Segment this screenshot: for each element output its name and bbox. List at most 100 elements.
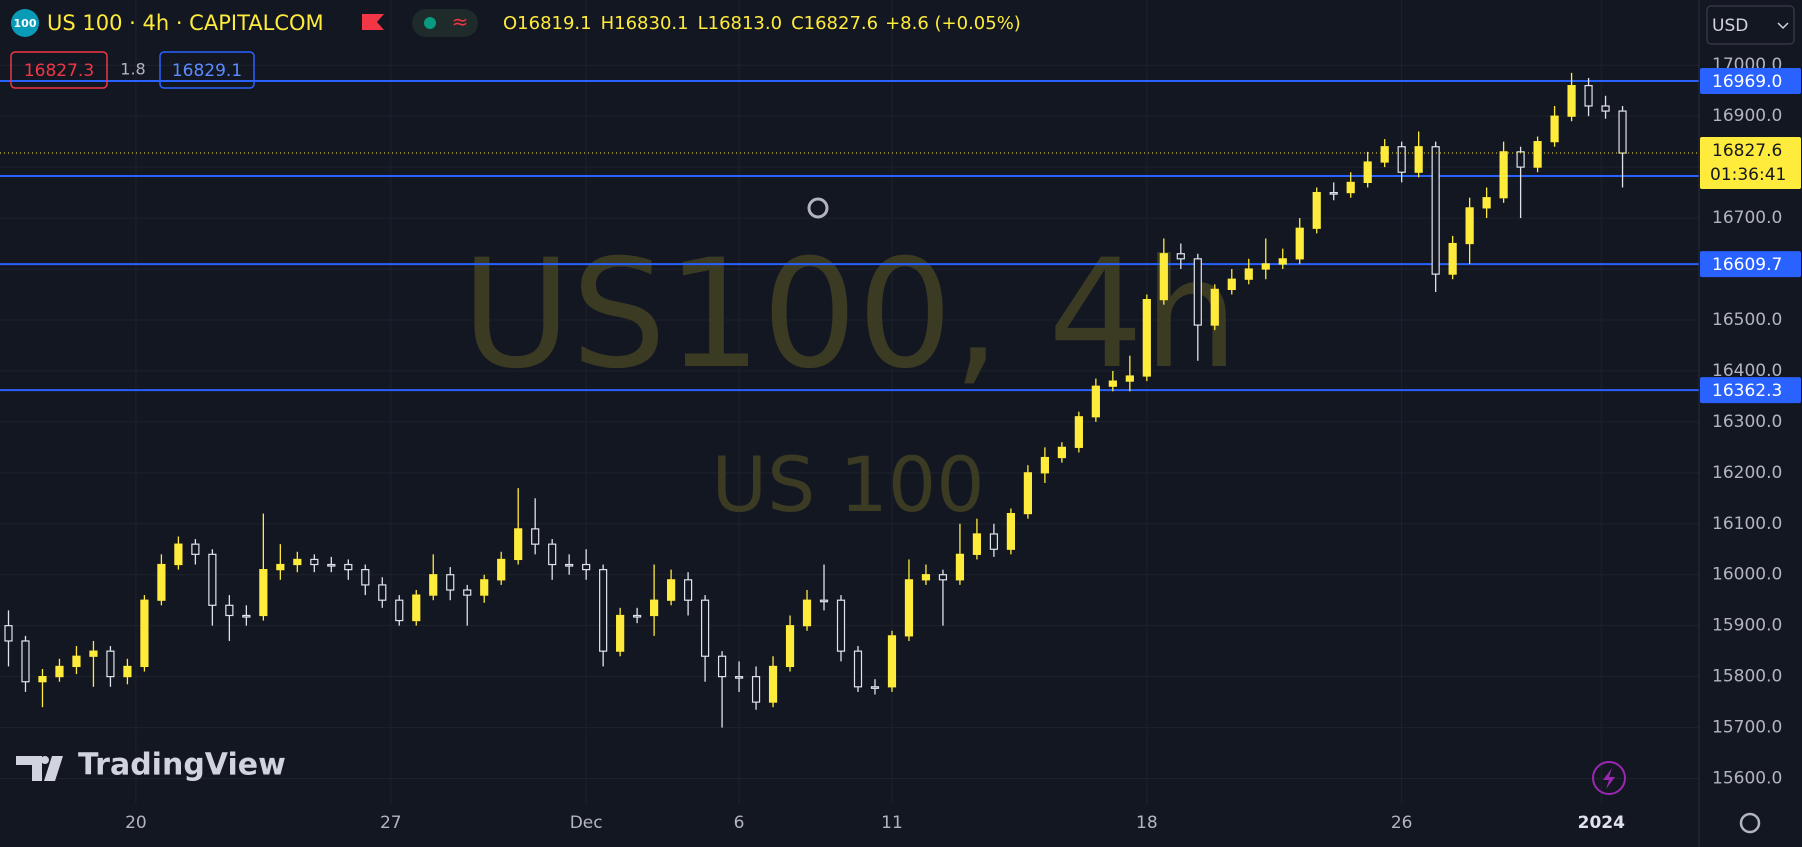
y-tick-label: 15900.0 (1712, 616, 1782, 636)
ask-price: 16829.1 (172, 61, 242, 81)
candle-body (1329, 191, 1338, 195)
candle-body (276, 563, 285, 571)
candle-body (242, 614, 251, 618)
y-tick-label: 15800.0 (1712, 667, 1782, 687)
spread: 1.8 (120, 60, 145, 79)
candle-body (310, 558, 319, 566)
countdown-label: 01:36:41 (1710, 165, 1786, 185)
status-wave: ≈ (452, 10, 469, 34)
candle-body (327, 563, 336, 567)
x-tick-label: 20 (125, 813, 147, 833)
candle-body (1618, 110, 1627, 154)
candle-body (21, 640, 30, 683)
candle-body (938, 574, 948, 581)
candle-body (734, 676, 744, 679)
last-price-label: 16827.6 (1712, 141, 1782, 161)
candle-body (887, 635, 897, 688)
candle-body (1074, 416, 1083, 448)
candle-body (1210, 288, 1219, 326)
y-tick-label: 15600.0 (1712, 769, 1782, 789)
ohlc-value: 16813.0 (708, 13, 782, 34)
candle-body (1023, 472, 1032, 515)
candle-body (1006, 512, 1016, 550)
candle-body (1312, 191, 1321, 229)
bid-box[interactable] (10, 51, 108, 89)
ohlc-change: +8.6 (+0.05%) (885, 13, 1021, 34)
brand-name: TradingView (78, 748, 286, 783)
candle-body (548, 543, 557, 566)
level-label: 16969.0 (1712, 72, 1782, 92)
candle-body (208, 553, 217, 606)
candle-body (1431, 146, 1440, 275)
candle-body (72, 655, 81, 668)
candle-body (412, 594, 421, 622)
candle-body (836, 599, 846, 652)
candle-body (1227, 278, 1236, 290)
level-label-bg (1700, 377, 1801, 404)
candle-body (38, 676, 47, 683)
candle-body (683, 579, 693, 601)
currency-box[interactable] (1706, 5, 1795, 45)
candle-body (751, 676, 761, 703)
settings-button[interactable] (1739, 812, 1761, 834)
candle-body (1057, 446, 1066, 459)
symbol-logo (11, 9, 39, 37)
brand-dot (41, 756, 49, 764)
x-tick-label: 18 (1136, 813, 1158, 833)
candle-body (463, 589, 472, 596)
x-tick-label: 11 (881, 813, 903, 833)
ohlc-value: 16819.1 (517, 13, 591, 34)
ohlc-line: O16819.1 H16830.1 L16813.0 C16827.6 +8.6 (+0… (503, 13, 1021, 34)
candle-body (293, 558, 302, 566)
x-tick-label: 6 (734, 813, 745, 833)
level-label: 16609.7 (1712, 255, 1782, 275)
flag-icon (362, 14, 384, 30)
candle-body (174, 543, 183, 566)
candle-body (480, 579, 489, 596)
candle-body (904, 579, 914, 637)
y-tick-label: 16000.0 (1712, 565, 1782, 585)
y-tick-label: 16100.0 (1712, 514, 1782, 534)
candle-body (531, 528, 540, 545)
candle-body (55, 665, 64, 678)
candle-body (191, 543, 200, 555)
candle-body (1278, 258, 1287, 265)
candle-body (1448, 242, 1457, 275)
candle-body (989, 533, 999, 550)
currency: USD (1712, 16, 1748, 36)
candle-body (1193, 258, 1202, 326)
y-tick-label: 16200.0 (1712, 463, 1782, 483)
level-label-bg (1700, 68, 1801, 95)
y-tick-label: 16700.0 (1712, 208, 1782, 228)
candle-body (1346, 181, 1355, 194)
candle-body (1380, 146, 1389, 163)
candle-body (650, 599, 659, 617)
y-tick-label: 16400.0 (1712, 361, 1782, 381)
ohlc-label: O (503, 13, 517, 34)
candle-body (361, 569, 370, 586)
candle-body (1584, 84, 1593, 107)
level-label-bg (1700, 251, 1801, 278)
lightning-button[interactable] (1592, 761, 1626, 795)
candle-body (446, 574, 455, 591)
candle-body (921, 574, 931, 581)
watermark-main: US100, 4h (461, 228, 1238, 402)
candle-body (1244, 268, 1253, 280)
status-dot (424, 17, 436, 29)
candle-body (616, 614, 625, 652)
candle-body (140, 599, 149, 668)
candle-body (785, 625, 795, 668)
candle-body (1159, 253, 1168, 301)
alarm-icon (807, 197, 829, 219)
candle-body (106, 650, 115, 678)
candle-body (1533, 141, 1542, 168)
candle-body (1176, 253, 1185, 260)
candle-body (870, 686, 880, 689)
ask-box[interactable] (159, 51, 255, 89)
candle-body (429, 574, 438, 596)
candle-body (1040, 456, 1049, 474)
candle-body (1142, 298, 1151, 377)
candle-body (768, 665, 778, 703)
